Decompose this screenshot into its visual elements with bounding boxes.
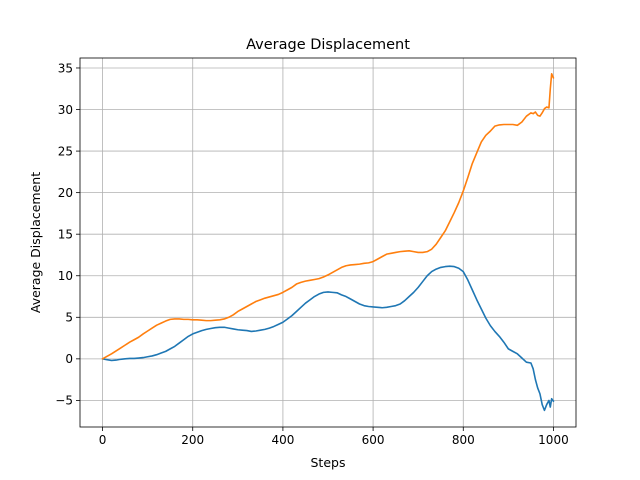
x-tick-label: 800 [452,433,475,447]
y-axis-label: Average Displacement [28,172,43,313]
x-tick-label: 1000 [538,433,569,447]
y-axis-ticks: −5 0 5 10 15 20 25 30 35 [55,61,80,408]
y-tick-label: 35 [58,61,73,75]
x-tick-label: 200 [181,433,204,447]
y-tick-label: 0 [65,352,73,366]
y-tick-label: 25 [58,144,73,158]
y-tick-label: 15 [58,227,73,241]
x-tick-label: 600 [362,433,385,447]
y-tick-label: −5 [55,394,73,408]
series-line-1 [101,265,555,412]
series-group [101,72,555,412]
x-axis-label: Steps [311,455,346,470]
x-tick-label: 400 [271,433,294,447]
y-tick-label: 30 [58,103,73,117]
x-tick-label: 0 [99,433,107,447]
chart-title: Average Displacement [246,37,410,53]
y-tick-label: 5 [65,311,73,325]
y-tick-label: 10 [58,269,73,283]
plot-frame [79,57,577,428]
series-line-2 [101,72,555,360]
y-tick-label: 20 [58,186,73,200]
x-axis-ticks: 0 200 400 600 800 1000 [99,427,569,447]
